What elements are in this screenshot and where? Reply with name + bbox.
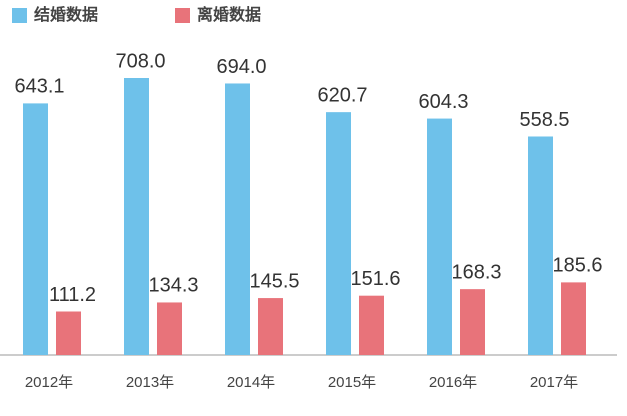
- value-label: 643.1: [14, 76, 64, 98]
- x-tick-label: 2012年: [25, 374, 73, 391]
- bar: [427, 118, 452, 355]
- value-label: 151.6: [350, 268, 400, 290]
- bar: [23, 103, 48, 356]
- x-tick-label: 2015年: [328, 374, 376, 391]
- x-tick-label: 2013年: [126, 374, 174, 391]
- bar: [359, 295, 384, 355]
- bar: [225, 83, 250, 355]
- bar: [258, 298, 283, 355]
- value-label: 185.6: [552, 255, 602, 277]
- bar: [124, 78, 149, 355]
- x-tick-label: 2014年: [227, 374, 275, 391]
- bar: [460, 289, 485, 355]
- x-tick-label: 2016年: [429, 374, 477, 391]
- legend-swatch: [175, 8, 190, 23]
- x-tick-label: 2017年: [530, 374, 578, 391]
- bar: [157, 302, 182, 355]
- value-label: 558.5: [519, 109, 569, 131]
- value-label: 168.3: [451, 261, 501, 283]
- value-label: 604.3: [418, 91, 468, 113]
- bar: [326, 112, 351, 355]
- value-label: 694.0: [216, 56, 266, 78]
- value-label: 708.0: [115, 50, 165, 72]
- bar: [56, 311, 81, 355]
- value-label: 145.5: [249, 270, 299, 292]
- legend-label: 结婚数据: [33, 5, 98, 24]
- bar: [561, 282, 586, 355]
- legend-label: 离婚数据: [197, 5, 261, 24]
- value-label: 111.2: [49, 284, 96, 306]
- bar: [528, 136, 553, 355]
- legend-swatch: [12, 8, 27, 23]
- value-label: 134.3: [148, 275, 198, 297]
- value-label: 620.7: [317, 84, 367, 106]
